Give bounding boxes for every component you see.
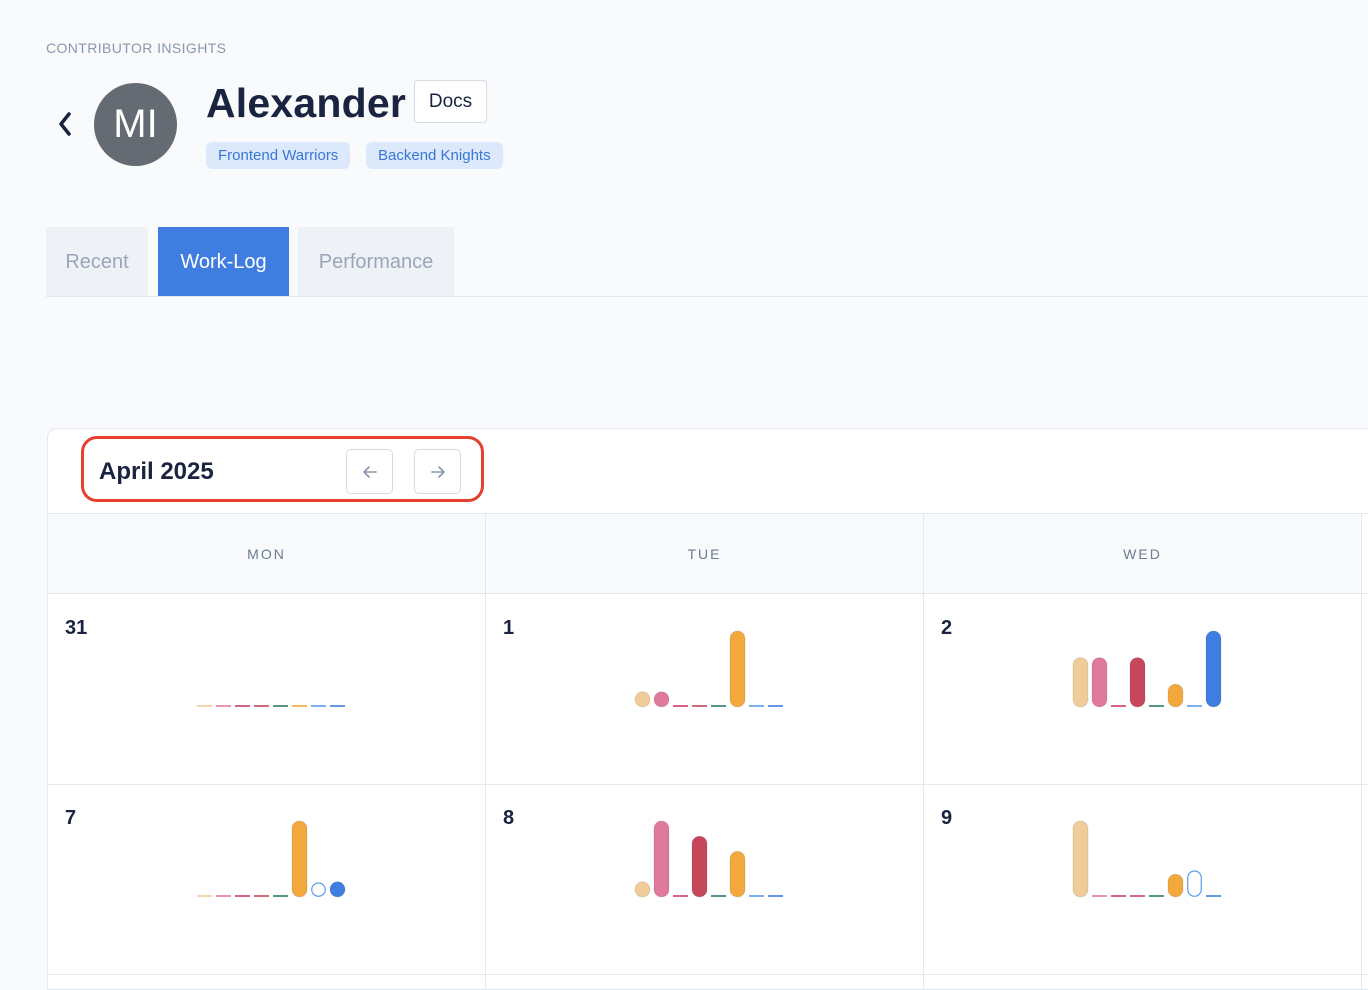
weekday-header-mon: MON (48, 514, 485, 593)
activity-bar (329, 881, 346, 898)
calendar-date: 31 (65, 617, 88, 639)
activity-bar (1167, 683, 1184, 708)
back-chevron-icon[interactable] (52, 104, 80, 144)
tab-recent[interactable]: Recent (46, 227, 148, 297)
next-month-button[interactable] (414, 449, 461, 494)
activity-chart[interactable] (188, 629, 348, 719)
activity-chart[interactable] (626, 819, 786, 909)
contributor-name: Alexander (206, 80, 407, 126)
activity-bar (729, 630, 746, 708)
avatar: MI (94, 83, 177, 166)
grid-line (923, 513, 924, 989)
month-label: April 2025 (99, 458, 214, 485)
activity-bar (1072, 657, 1089, 708)
grid-line (48, 974, 1368, 975)
docs-button[interactable]: Docs (414, 80, 487, 123)
grid-line (48, 593, 1368, 594)
team-tag-backend-knights[interactable]: Backend Knights (366, 142, 503, 169)
tabs-divider (46, 296, 1368, 297)
activity-bar (1205, 630, 1222, 708)
grid-line (485, 513, 486, 989)
activity-bar (634, 691, 651, 708)
calendar-date: 8 (503, 807, 515, 829)
activity-bar (634, 881, 651, 898)
grid-line (48, 513, 1368, 514)
activity-bar (653, 691, 670, 708)
activity-bar (729, 851, 746, 898)
arrow-right-icon (430, 465, 445, 478)
team-tag-frontend-warriors[interactable]: Frontend Warriors (206, 142, 351, 169)
activity-bar (1167, 873, 1184, 898)
weekday-header-wed: WED (924, 514, 1361, 593)
activity-bar (1129, 657, 1146, 708)
grid-line (1361, 513, 1362, 989)
activity-bar (691, 835, 708, 898)
weekday-header-tue: TUE (486, 514, 923, 593)
calendar-date: 9 (941, 807, 953, 829)
activity-chart[interactable] (188, 819, 348, 909)
calendar-date: 7 (65, 807, 77, 829)
activity-chart[interactable] (1064, 819, 1224, 909)
activity-bar (1072, 820, 1089, 898)
calendar-card: April 2025 MON TUE WED 31 1 2 7 8 9 (47, 428, 1368, 990)
tab-work-log[interactable]: Work-Log (158, 227, 289, 297)
month-navigator: April 2025 (81, 436, 484, 502)
tab-performance[interactable]: Performance (298, 227, 454, 297)
activity-bar (311, 882, 326, 897)
calendar-date: 1 (503, 617, 515, 639)
activity-chart[interactable] (1064, 629, 1224, 719)
avatar-initials: MI (113, 102, 158, 146)
eyebrow-label: CONTRIBUTOR INSIGHTS (46, 40, 227, 56)
previous-month-button[interactable] (346, 449, 393, 494)
activity-bar (1187, 870, 1202, 897)
grid-line (48, 784, 1368, 785)
activity-bar (653, 820, 670, 898)
calendar-date: 2 (941, 617, 953, 639)
activity-bar (291, 820, 308, 898)
activity-bar (1091, 657, 1108, 708)
arrow-left-icon (362, 465, 377, 478)
activity-chart[interactable] (626, 629, 786, 719)
